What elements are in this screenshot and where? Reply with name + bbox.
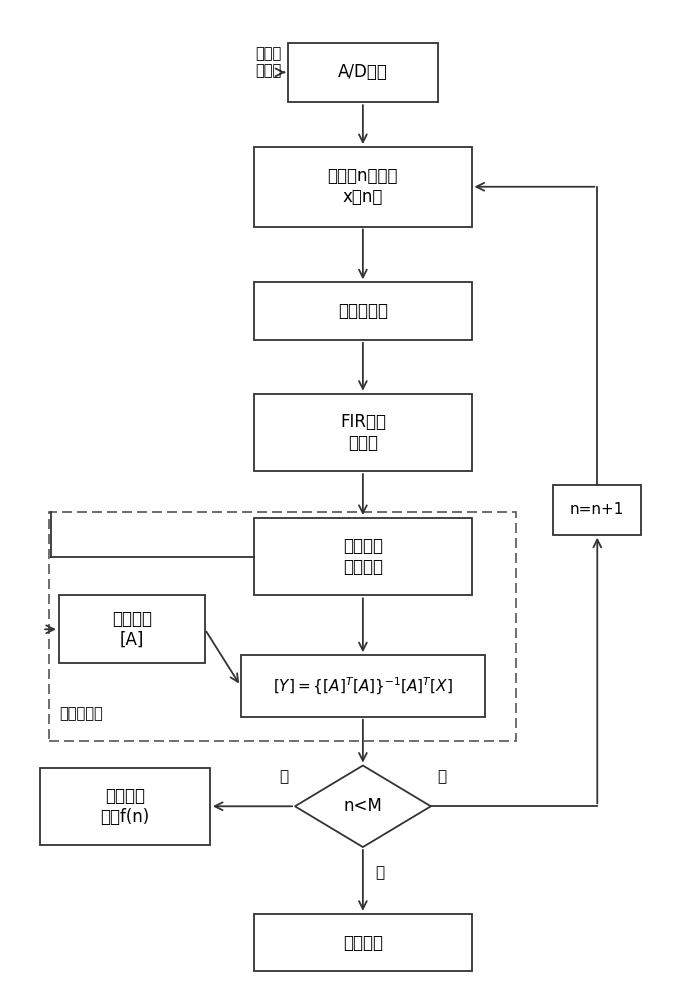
- Bar: [40, 768, 210, 845]
- Text: n<M: n<M: [343, 797, 382, 815]
- Polygon shape: [295, 766, 431, 847]
- Bar: [288, 43, 438, 102]
- Text: 采集第n个数据
x（n）: 采集第n个数据 x（n）: [327, 167, 398, 206]
- Text: 电网连
续信号: 电网连 续信号: [255, 46, 282, 79]
- Text: 最小二乘法: 最小二乘法: [59, 706, 103, 721]
- Bar: [59, 595, 205, 663]
- Text: 是: 是: [438, 769, 447, 784]
- Text: 结束流程: 结束流程: [343, 934, 383, 952]
- Text: $[Y]=\{[A]^T[A]\}^{-1}[A]^T[X]$: $[Y]=\{[A]^T[A]\}^{-1}[A]^T[X]$: [273, 675, 453, 697]
- Bar: [254, 518, 471, 595]
- Text: 离线计算
[A]: 离线计算 [A]: [112, 610, 152, 649]
- Text: 更新数据窗: 更新数据窗: [338, 302, 388, 320]
- Text: n=n+1: n=n+1: [570, 502, 625, 517]
- Text: A/D采样: A/D采样: [338, 63, 388, 81]
- Text: 建立量测
状态模型: 建立量测 状态模型: [343, 537, 383, 576]
- Text: 代入公式
输出f(n): 代入公式 输出f(n): [101, 787, 150, 826]
- Bar: [254, 282, 471, 340]
- Text: FIR数字
滤波器: FIR数字 滤波器: [340, 413, 386, 452]
- Text: 是: 是: [279, 769, 288, 784]
- Bar: [254, 914, 471, 971]
- Bar: [49, 512, 516, 741]
- Bar: [553, 485, 641, 535]
- Bar: [254, 147, 471, 227]
- Text: 否: 否: [375, 865, 384, 880]
- Bar: [254, 394, 471, 471]
- Bar: [240, 655, 485, 717]
